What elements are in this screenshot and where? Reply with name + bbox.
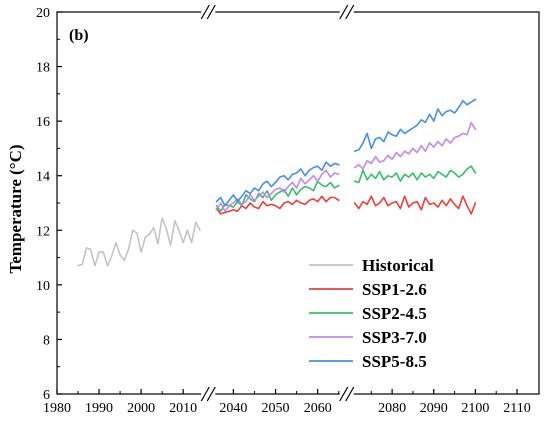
axis-break-gap bbox=[201, 4, 216, 20]
series-line-ssp1-2-6-part-1 bbox=[215, 195, 340, 215]
x-tick-label: 2100 bbox=[461, 401, 489, 416]
axis-break-mark bbox=[345, 386, 355, 402]
y-tick-label: 16 bbox=[36, 115, 50, 130]
series-line-ssp2-4-5-part-1 bbox=[215, 180, 340, 212]
y-tick-label: 8 bbox=[43, 333, 50, 348]
series-line-ssp3-7-0-part-2 bbox=[353, 121, 477, 170]
axis-break-mark bbox=[345, 4, 355, 20]
axis-break-mark bbox=[339, 386, 349, 402]
y-tick-label: 6 bbox=[43, 388, 50, 403]
axis-break-mark bbox=[339, 4, 349, 20]
x-tick-label: 2060 bbox=[304, 401, 332, 416]
y-tick-label: 12 bbox=[36, 224, 50, 239]
axis-break-mark bbox=[206, 4, 216, 20]
series-line-ssp5-8-5-part-2 bbox=[353, 98, 477, 152]
x-tick-label: 1980 bbox=[43, 401, 71, 416]
y-tick-label: 20 bbox=[36, 6, 50, 21]
x-tick-label: 2050 bbox=[262, 401, 290, 416]
x-tick-label: 2010 bbox=[169, 401, 197, 416]
series-line-ssp5-8-5-part-1 bbox=[215, 161, 340, 207]
axis-break-gap bbox=[201, 386, 216, 402]
x-tick-label: 2090 bbox=[420, 401, 448, 416]
x-tick-label: 1990 bbox=[85, 401, 113, 416]
axis-break-mark bbox=[206, 386, 216, 402]
legend-label: SSP2-4.5 bbox=[362, 304, 427, 323]
y-tick-label: 14 bbox=[36, 170, 50, 185]
x-tick-label: 2110 bbox=[503, 401, 530, 416]
axis-break-mark bbox=[200, 4, 210, 20]
x-tick-label: 2080 bbox=[378, 401, 406, 416]
legend-label: SSP1-2.6 bbox=[362, 280, 427, 299]
legend-label: Historical bbox=[362, 256, 434, 275]
axis-break-gap bbox=[339, 4, 354, 20]
y-axis-label: Temperature (°C) bbox=[6, 144, 25, 273]
series-line-ssp1-2-6-part-2 bbox=[353, 195, 477, 215]
y-tick-label: 10 bbox=[36, 279, 50, 294]
axis-break-gap bbox=[339, 386, 354, 402]
legend-label: SSP3-7.0 bbox=[362, 328, 427, 347]
x-tick-label: 2040 bbox=[219, 401, 247, 416]
legend-label: SSP5-8.5 bbox=[362, 352, 427, 371]
series-line-ssp2-4-5-part-2 bbox=[353, 165, 477, 184]
x-tick-label: 2000 bbox=[127, 401, 155, 416]
panel-label: (b) bbox=[69, 27, 89, 44]
series-line-historical-part-1 bbox=[77, 217, 201, 267]
y-tick-label: 18 bbox=[36, 61, 50, 76]
axis-break-mark bbox=[200, 386, 210, 402]
